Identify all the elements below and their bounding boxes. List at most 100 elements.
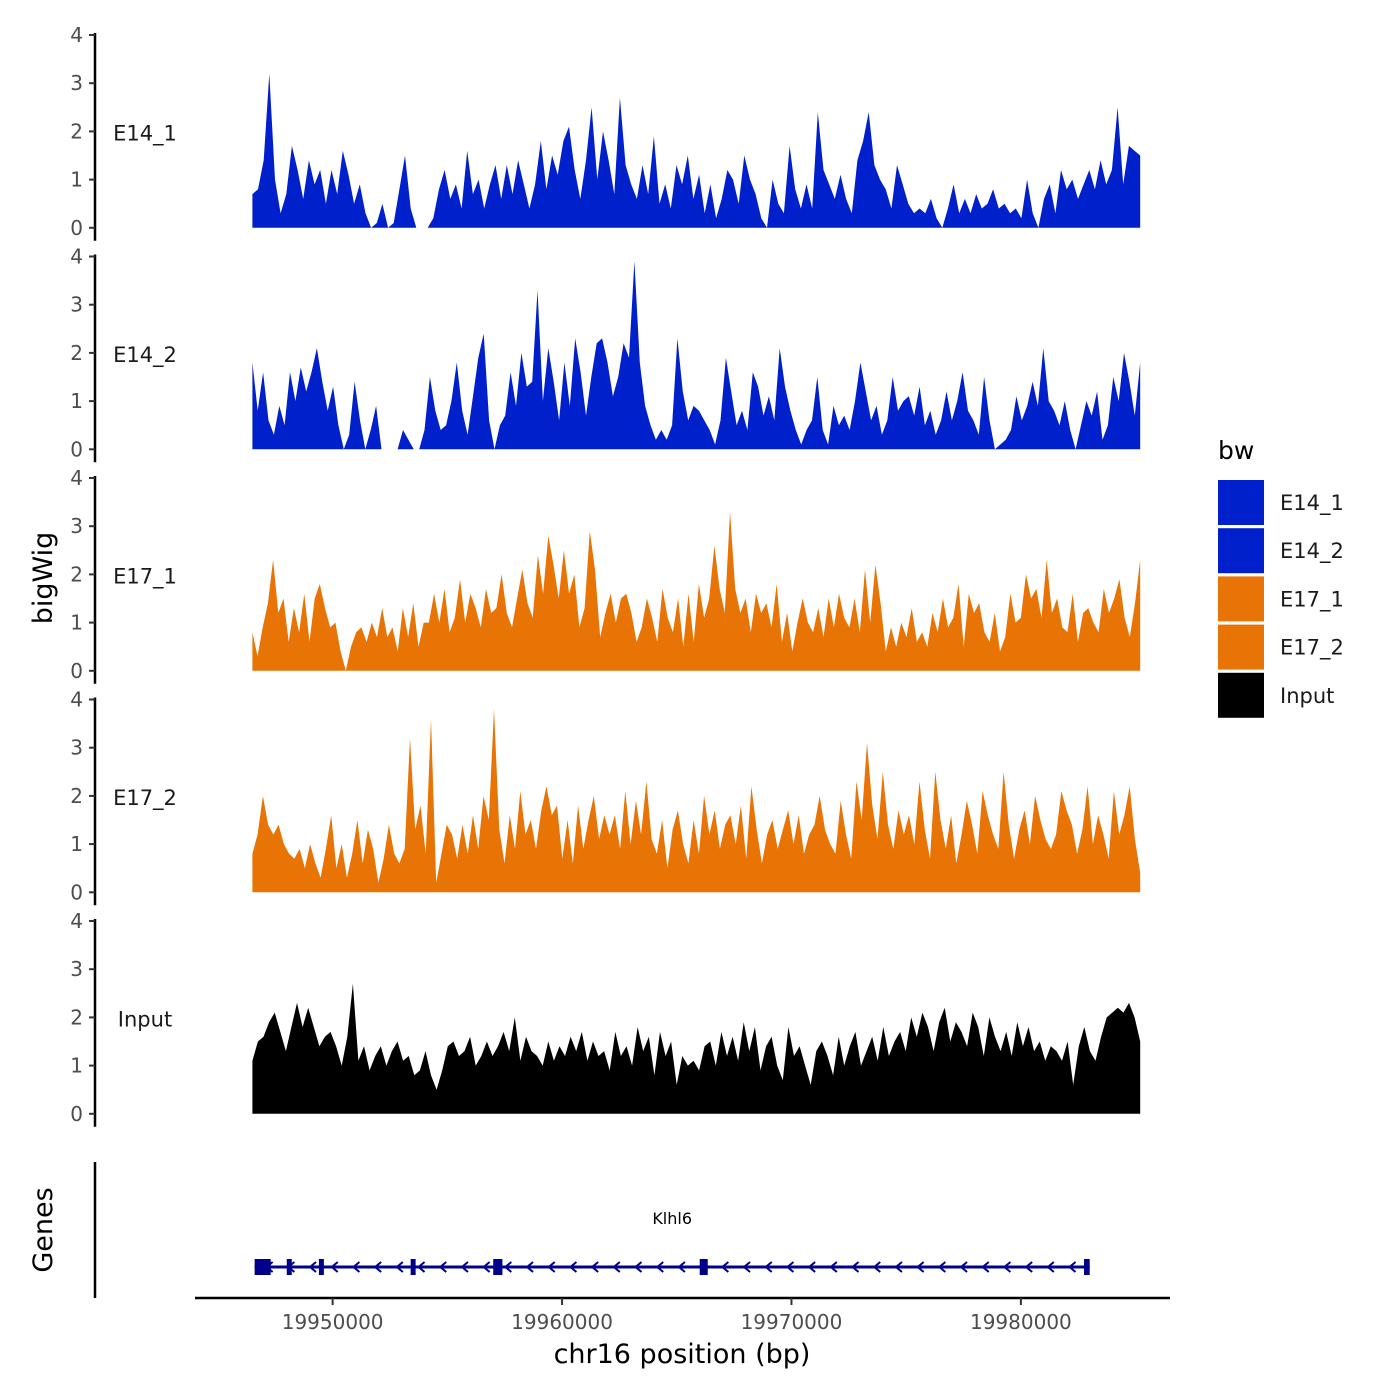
strand-arrow: [850, 1261, 860, 1273]
track-Input: 0 1 2 3 4 Input: [70, 909, 1141, 1127]
legend-key-E14_2: [1218, 528, 1264, 574]
legend-key-E17_2: [1218, 624, 1264, 670]
track-E17_2: 0 1 2 3 4 E17_2: [70, 688, 1141, 906]
strand-arrow: [742, 1261, 751, 1273]
gene-exon: [699, 1259, 708, 1275]
strand-arrow: [395, 1261, 404, 1273]
strand-arrow: [785, 1261, 795, 1273]
y-tick-label: 4: [70, 688, 83, 712]
legend-label: Input: [1280, 684, 1334, 708]
y-tick-label: 4: [70, 23, 83, 47]
gene-label: Klhl6: [652, 1209, 692, 1228]
y-tick-label: 2: [70, 119, 83, 143]
track-label: E14_2: [113, 343, 177, 368]
gene-exon: [1083, 1259, 1090, 1275]
strand-arrow: [482, 1261, 491, 1273]
gene-exon: [493, 1259, 503, 1275]
y-tick-label: 0: [70, 437, 83, 461]
strand-arrow: [438, 1261, 447, 1273]
strand-arrow: [894, 1261, 903, 1273]
strand-arrow: [1024, 1261, 1033, 1273]
strand-arrow: [525, 1261, 534, 1273]
strand-arrow: [872, 1261, 881, 1273]
track-E17_1: 0 1 2 3 4 E17_1: [70, 466, 1141, 684]
strand-arrow: [937, 1261, 946, 1273]
strand-arrow: [720, 1261, 729, 1273]
coverage-area-E14_1: [252, 73, 1141, 228]
strand-arrow: [633, 1261, 643, 1273]
strand-arrow: [568, 1261, 578, 1273]
legend-label: E17_2: [1280, 636, 1344, 661]
x-tick-label: 19950000: [282, 1310, 384, 1334]
y-tick-label: 0: [70, 880, 83, 904]
strand-arrow: [959, 1261, 968, 1273]
gene-exon: [318, 1259, 324, 1275]
legend-key-Input: [1218, 672, 1264, 718]
y-tick-label: 1: [70, 611, 83, 635]
strand-arrow: [1067, 1261, 1077, 1273]
track-E14_2: 0 1 2 3 4 E14_2: [70, 245, 1141, 463]
strand-arrow: [829, 1261, 838, 1273]
x-axis: 19950000 19960000 19970000 19980000: [195, 1296, 1170, 1334]
y-tick-label: 3: [70, 293, 83, 317]
legend-label: E14_1: [1280, 491, 1344, 516]
strand-arrow: [590, 1261, 599, 1273]
coverage-area-E14_2: [252, 261, 1141, 450]
y-tick-label: 0: [70, 659, 83, 683]
legend-label: E17_1: [1280, 587, 1344, 612]
legend-key-E14_1: [1218, 480, 1264, 525]
strand-arrow: [373, 1261, 382, 1273]
track-label: E17_2: [113, 786, 177, 811]
track-E14_1: 0 1 2 3 4 E14_1: [70, 23, 1141, 241]
x-tick-label: 19980000: [970, 1310, 1072, 1334]
strand-arrow: [764, 1261, 773, 1273]
strand-arrow: [807, 1261, 816, 1273]
genes-panel: Genes Klhl6: [28, 1162, 1090, 1298]
strand-arrow: [612, 1261, 621, 1273]
strand-arrow: [1002, 1261, 1012, 1273]
y-tick-label: 1: [70, 389, 83, 413]
genes-axis-title: Genes: [28, 1187, 59, 1272]
strand-arrow: [330, 1261, 339, 1273]
strand-arrow: [416, 1261, 426, 1273]
strand-arrow: [655, 1261, 664, 1273]
gene-exon: [254, 1259, 271, 1275]
y-tick-label: 4: [70, 466, 83, 490]
track-label: E14_1: [113, 121, 177, 146]
x-tick-label: 19970000: [741, 1310, 843, 1334]
strand-arrow: [351, 1261, 361, 1273]
y-tick-label: 3: [70, 736, 83, 760]
y-tick-label: 1: [70, 168, 83, 192]
track-label: Input: [118, 1007, 172, 1031]
coverage-area-E17_1: [252, 511, 1141, 671]
x-axis-title: chr16 position (bp): [554, 1339, 811, 1370]
y-tick-label: 1: [70, 1054, 83, 1078]
strand-arrow: [308, 1261, 317, 1273]
y-tick-label: 0: [70, 1102, 83, 1126]
strand-arrow: [677, 1261, 686, 1273]
y-tick-label: 2: [70, 562, 83, 586]
strand-arrow: [1046, 1261, 1055, 1273]
y-tick-label: 3: [70, 514, 83, 538]
y-tick-label: 2: [70, 1005, 83, 1029]
y-tick-label: 2: [70, 784, 83, 808]
gene-exon: [286, 1259, 292, 1275]
x-tick-label: 19960000: [511, 1310, 613, 1334]
legend-key-E17_1: [1218, 576, 1264, 622]
y-tick-label: 0: [70, 216, 83, 240]
coverage-area-E17_2: [252, 709, 1141, 893]
gene-model: [254, 1259, 1090, 1275]
y-tick-label: 3: [70, 957, 83, 981]
strand-arrow: [547, 1261, 556, 1273]
y-tick-label: 2: [70, 341, 83, 365]
legend-label: E14_2: [1280, 539, 1344, 564]
y-tick-label: 3: [70, 71, 83, 95]
y-tick-label: 1: [70, 832, 83, 856]
y-tick-label: 4: [70, 909, 83, 933]
coverage-area-Input: [252, 983, 1141, 1114]
legend-title: bw: [1218, 436, 1254, 465]
strand-arrow: [460, 1261, 469, 1273]
legend: bw E14_1 E14_2 E17_1 E17_2 Input: [1218, 436, 1344, 718]
track-label: E17_1: [113, 564, 177, 589]
